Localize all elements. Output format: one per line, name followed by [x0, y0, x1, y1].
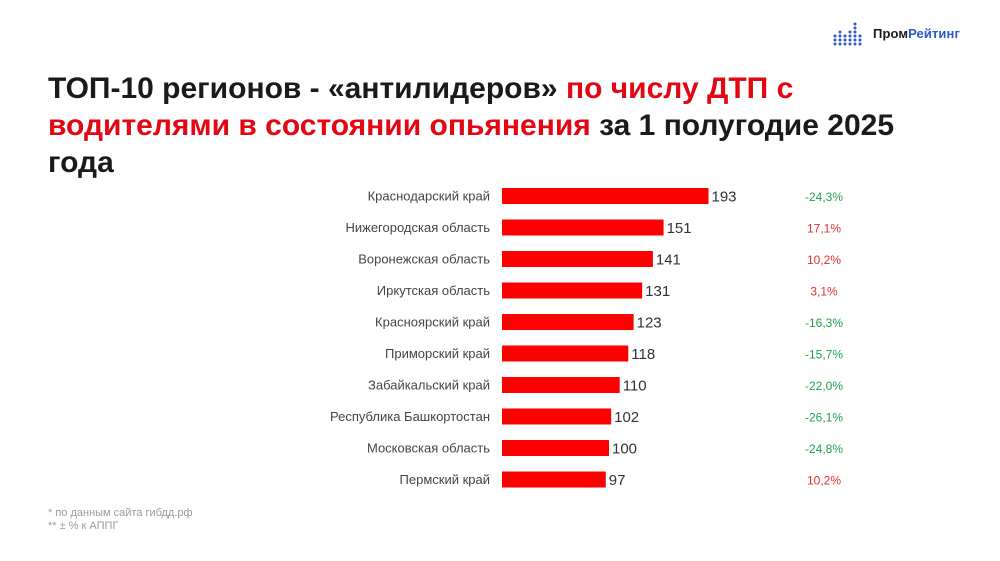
value-label: 118: [631, 346, 655, 363]
value-label: 97: [609, 472, 626, 489]
change-label: 10,2%: [807, 253, 841, 267]
bar: [502, 345, 629, 362]
source-note: * по данным сайта гибдд.рф: [48, 507, 193, 519]
title-part3: за 1 полугодие 2025 года: [48, 109, 895, 179]
bar: [502, 471, 606, 488]
value-label: 141: [656, 252, 681, 269]
page-title: ТОП-10 регионов - «антилидеров» по числу…: [48, 70, 948, 181]
value-label: 102: [614, 409, 639, 426]
title-part1: ТОП-10 регионов - «антилидеров»: [48, 72, 566, 105]
change-label: -22,0%: [805, 379, 843, 393]
value-label: 151: [667, 220, 692, 237]
change-label: -24,3%: [805, 190, 843, 204]
category-label: Краснодарский край: [368, 189, 490, 204]
value-label: 110: [623, 378, 647, 395]
change-label: 3,1%: [810, 285, 838, 299]
category-label: Московская область: [367, 441, 490, 456]
bar: [502, 188, 709, 204]
logo-text: ПромРейтинг: [873, 26, 960, 41]
category-label: Забайкальский край: [368, 378, 490, 393]
change-label: -16,3%: [805, 316, 843, 330]
bar: [502, 440, 609, 456]
value-label: 100: [612, 441, 637, 458]
category-label: Воронежская область: [358, 252, 490, 267]
category-label: Нижегородская область: [345, 220, 490, 235]
value-label: 123: [637, 315, 662, 332]
logo-icon: [833, 22, 862, 46]
category-label: Приморский край: [385, 346, 490, 361]
bar: [502, 282, 643, 299]
bar: [502, 377, 620, 393]
bar-chart: Краснодарский край 193 -24,3% Нижегородская…: [330, 188, 843, 489]
logo: ПромРейтинг: [833, 20, 960, 46]
bar: [502, 408, 612, 425]
change-label: -24,8%: [805, 442, 843, 456]
title-highlight: по числу ДТП с водителями в состоянии оп…: [48, 72, 794, 142]
value-label: 131: [645, 283, 670, 300]
bar: [502, 314, 634, 330]
change-label: 17,1%: [807, 222, 841, 236]
logo-name-part2: Рейтинг: [908, 25, 960, 41]
change-label: -15,7%: [805, 348, 843, 362]
bar: [502, 219, 664, 236]
logo-name-part1: Пром: [873, 25, 909, 41]
change-note: ** ± % к АППГ: [48, 520, 119, 532]
change-label: -26,1%: [805, 411, 843, 425]
change-label: 10,2%: [807, 474, 841, 488]
category-label: Пермский край: [400, 472, 490, 487]
category-label: Республика Башкортостан: [330, 409, 490, 424]
category-label: Красноярский край: [375, 315, 490, 330]
value-label: 193: [712, 189, 737, 206]
footnotes: * по данным сайта гибдд.рф ** ± % к АППГ: [48, 507, 193, 533]
bar: [502, 251, 653, 267]
category-label: Иркутская область: [377, 283, 490, 298]
